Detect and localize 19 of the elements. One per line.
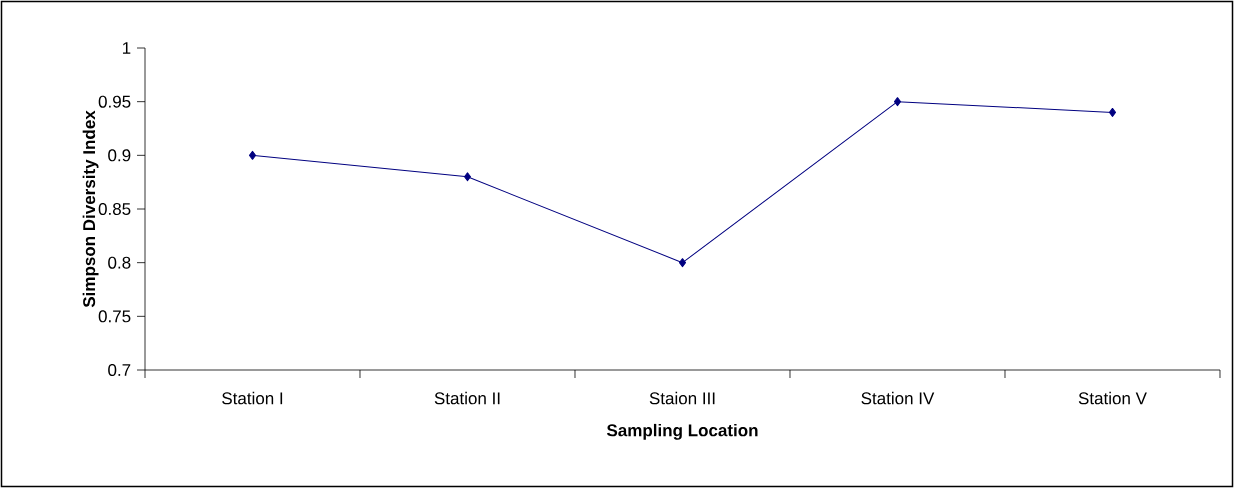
point bbox=[249, 150, 256, 160]
x-tick-label: Station I bbox=[222, 391, 283, 405]
x-tick-label: Staion III bbox=[649, 391, 715, 405]
point bbox=[464, 172, 471, 182]
point bbox=[679, 258, 686, 268]
x-tick-label: Station V bbox=[1078, 391, 1147, 405]
y-axis-title: Simpson Diversity Index bbox=[82, 110, 99, 308]
y-tick-label: 0.8 bbox=[108, 256, 131, 269]
y-tick-label: 0.85 bbox=[98, 202, 131, 216]
y-tick-label: 0.7 bbox=[108, 363, 131, 377]
x-tick-label: Station II bbox=[434, 391, 500, 405]
point bbox=[1108, 107, 1116, 117]
y-tick-label: 0.75 bbox=[98, 310, 131, 323]
y-tick-label: 1 bbox=[122, 42, 131, 54]
x-axis-title: Sampling Location bbox=[606, 423, 758, 440]
y-tick-label: 0.95 bbox=[98, 95, 131, 108]
point bbox=[894, 97, 901, 107]
y-tick-label: 0.9 bbox=[108, 149, 131, 162]
x-tick-label: Station IV bbox=[861, 391, 935, 405]
